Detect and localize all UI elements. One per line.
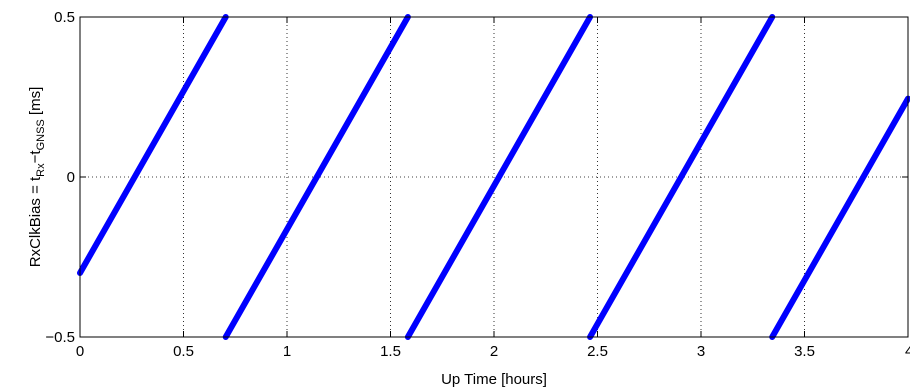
y-tick-label: −0.5 — [45, 329, 75, 346]
x-tick-label: 4 — [905, 343, 910, 360]
ticks — [79, 16, 909, 338]
x-tick-label: 0 — [76, 343, 84, 360]
x-tick-label: 1.5 — [380, 343, 401, 360]
y-axis-label-part: RxClkBias = t — [27, 176, 44, 267]
x-tick-label: 0.5 — [173, 343, 194, 360]
series-line-2 — [222, 14, 411, 340]
x-tick-label: 3.5 — [794, 343, 815, 360]
series-line-1 — [77, 14, 229, 276]
series-line-5 — [769, 95, 910, 340]
x-tick-label: 2 — [490, 343, 498, 360]
y-axis-label-subscript: Rx — [35, 163, 47, 177]
y-tick-labels: −0.5 0 0.5 — [45, 9, 75, 346]
y-tick-label: 0 — [67, 169, 75, 186]
x-tick-label: 1 — [283, 343, 291, 360]
x-axis-label: Up Time [hours] — [441, 371, 547, 388]
x-tick-labels: 0 0.5 1 1.5 2 2.5 3 3.5 4 — [76, 343, 910, 360]
y-tick-label: 0.5 — [54, 9, 75, 26]
y-axis-label: RxClkBias = tRx−tGNSS [ms] — [27, 87, 47, 268]
y-axis-label-part: [ms] — [27, 87, 44, 120]
x-tick-label: 3 — [697, 343, 705, 360]
series-line-3 — [404, 14, 594, 340]
grid — [80, 17, 908, 337]
series-layer — [77, 14, 910, 340]
y-axis-label-part: −t — [27, 150, 44, 164]
y-axis-label-subscript: GNSS — [35, 119, 47, 150]
x-tick-label: 2.5 — [587, 343, 608, 360]
series-line-4 — [587, 14, 776, 340]
